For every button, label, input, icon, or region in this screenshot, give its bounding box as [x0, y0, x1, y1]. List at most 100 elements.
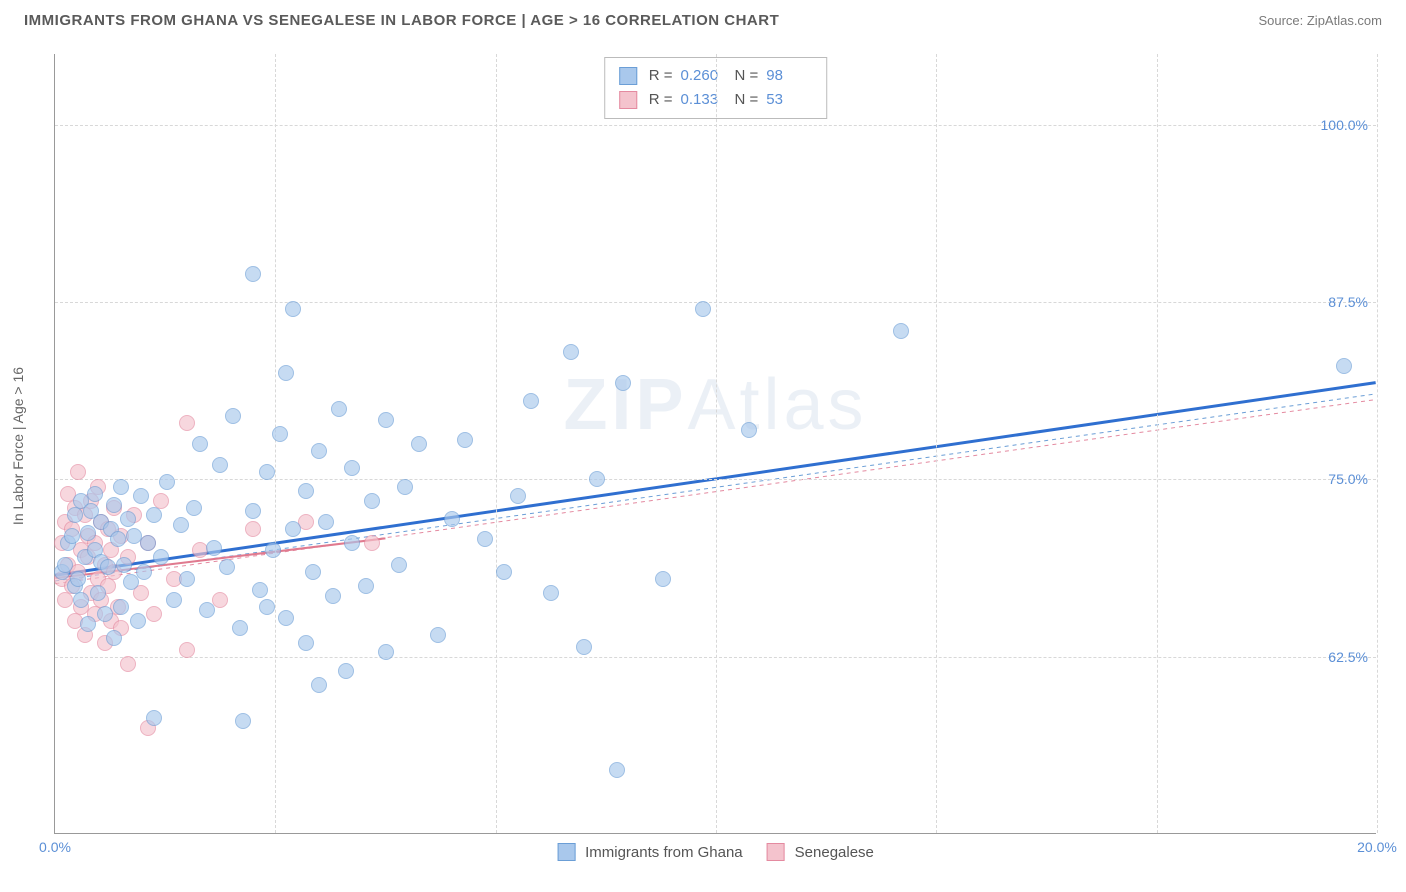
swatch-ghana-icon [557, 843, 575, 861]
scatter-point [166, 592, 182, 608]
scatter-point [378, 412, 394, 428]
scatter-point [57, 557, 73, 573]
scatter-point [411, 436, 427, 452]
scatter-point [496, 564, 512, 580]
gridline-v [716, 54, 717, 833]
scatter-point [245, 521, 261, 537]
scatter-point [186, 500, 202, 516]
scatter-point [146, 507, 162, 523]
scatter-point [278, 365, 294, 381]
scatter-point [510, 488, 526, 504]
scatter-point [444, 511, 460, 527]
scatter-point [146, 606, 162, 622]
scatter-point [100, 559, 116, 575]
scatter-point [252, 582, 268, 598]
scatter-point [457, 432, 473, 448]
scatter-point [67, 507, 83, 523]
scatter-point [358, 578, 374, 594]
scatter-point [285, 301, 301, 317]
scatter-point [298, 483, 314, 499]
scatter-point [106, 497, 122, 513]
scatter-point [173, 517, 189, 533]
scatter-point [113, 599, 129, 615]
scatter-point [391, 557, 407, 573]
legend-item-senegal: Senegalese [767, 843, 874, 861]
scatter-point [199, 602, 215, 618]
y-tick-label: 87.5% [1328, 294, 1368, 310]
scatter-point [57, 592, 73, 608]
scatter-point [136, 564, 152, 580]
gridline-v [275, 54, 276, 833]
swatch-senegal-icon [619, 91, 637, 109]
scatter-point [219, 559, 235, 575]
scatter-point [130, 613, 146, 629]
scatter-point [225, 408, 241, 424]
scatter-plot-area: ZIPAtlas R = 0.260 N = 98 R = 0.133 N = … [54, 54, 1376, 834]
swatch-ghana-icon [619, 67, 637, 85]
scatter-point [120, 511, 136, 527]
scatter-point [344, 460, 360, 476]
scatter-point [272, 426, 288, 442]
scatter-point [378, 644, 394, 660]
scatter-point [192, 436, 208, 452]
y-tick-label: 100.0% [1321, 117, 1368, 133]
legend: Immigrants from Ghana Senegalese [557, 843, 874, 861]
scatter-point [80, 616, 96, 632]
scatter-point [64, 528, 80, 544]
scatter-point [212, 592, 228, 608]
chart-title: IMMIGRANTS FROM GHANA VS SENEGALESE IN L… [24, 12, 779, 29]
scatter-point [285, 521, 301, 537]
scatter-point [477, 531, 493, 547]
scatter-point [695, 301, 711, 317]
scatter-point [133, 488, 149, 504]
scatter-point [212, 457, 228, 473]
scatter-point [140, 535, 156, 551]
scatter-point [298, 635, 314, 651]
scatter-point [245, 266, 261, 282]
scatter-point [87, 486, 103, 502]
scatter-point [259, 464, 275, 480]
scatter-point [235, 713, 251, 729]
scatter-point [344, 535, 360, 551]
scatter-point [80, 525, 96, 541]
gridline-v [1377, 54, 1378, 833]
scatter-point [543, 585, 559, 601]
scatter-point [893, 323, 909, 339]
scatter-point [523, 393, 539, 409]
scatter-point [70, 571, 86, 587]
scatter-point [259, 599, 275, 615]
scatter-point [90, 585, 106, 601]
x-tick-label: 0.0% [39, 839, 71, 855]
scatter-point [364, 535, 380, 551]
gridline-v [936, 54, 937, 833]
scatter-point [325, 588, 341, 604]
scatter-point [153, 549, 169, 565]
scatter-point [311, 677, 327, 693]
scatter-point [110, 531, 126, 547]
scatter-point [179, 571, 195, 587]
scatter-point [278, 610, 294, 626]
scatter-point [305, 564, 321, 580]
scatter-point [159, 474, 175, 490]
scatter-point [364, 493, 380, 509]
scatter-point [331, 401, 347, 417]
scatter-point [245, 503, 261, 519]
scatter-point [397, 479, 413, 495]
x-tick-label: 20.0% [1357, 839, 1397, 855]
gridline-v [1157, 54, 1158, 833]
swatch-senegal-icon [767, 843, 785, 861]
scatter-point [338, 663, 354, 679]
scatter-point [589, 471, 605, 487]
scatter-point [609, 762, 625, 778]
scatter-point [576, 639, 592, 655]
scatter-point [318, 514, 334, 530]
scatter-point [741, 422, 757, 438]
scatter-point [113, 479, 129, 495]
scatter-point [179, 415, 195, 431]
y-tick-label: 75.0% [1328, 471, 1368, 487]
scatter-point [615, 375, 631, 391]
scatter-point [179, 642, 195, 658]
scatter-point [106, 630, 122, 646]
scatter-point [70, 464, 86, 480]
scatter-point [655, 571, 671, 587]
